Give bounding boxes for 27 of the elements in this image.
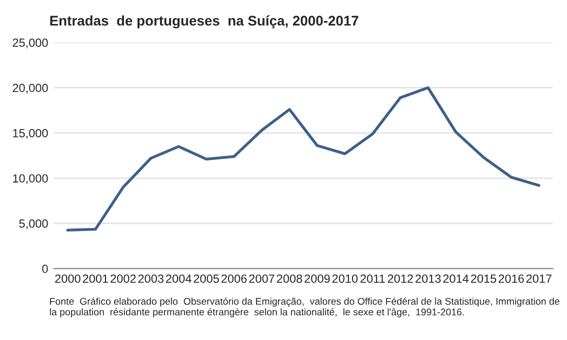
y-tick-label: 20,000 xyxy=(12,84,48,94)
x-tick-label: 2010 xyxy=(332,274,358,283)
x-tick-label: 2008 xyxy=(276,274,302,283)
y-tick-label: 15,000 xyxy=(13,128,48,139)
y-tick-label: 5,000 xyxy=(19,219,48,230)
x-tick-label: 2005 xyxy=(194,274,219,283)
x-tick-label: 2002 xyxy=(110,274,136,283)
x-tick-label: 2017 xyxy=(526,274,552,283)
x-tick-label: 2004 xyxy=(166,274,192,283)
x-tick-label: 2000 xyxy=(55,274,80,283)
x-tick-label: 2013 xyxy=(416,274,441,283)
x-tick-label: 2015 xyxy=(470,274,496,283)
y-tick-label: 10,000 xyxy=(13,174,48,184)
x-tick-label: 2001 xyxy=(82,274,108,283)
x-tick-label: 2003 xyxy=(138,274,164,283)
y-tick-label: 25,000 xyxy=(12,38,48,48)
x-tick-label: 2006 xyxy=(222,274,247,283)
x-tick-label: 2016 xyxy=(498,274,524,283)
x-tick-label: 2011 xyxy=(360,274,385,283)
line-series xyxy=(66,86,540,232)
y-tick-label: 0 xyxy=(42,264,48,273)
x-tick-label: 2014 xyxy=(443,274,469,283)
source-note: Fonte Gráfico elaborado pelo Observatório da Emigração, valores do Office Fédéral de la Statistique, Immigration de la population résidante permanente étrangère selon la nationalité, le sexe et l'âge, 1991-2016. xyxy=(50,298,560,318)
x-tick-label: 2009 xyxy=(304,274,330,283)
x-tick-label: 2007 xyxy=(249,274,274,283)
x-tick-label: 2012 xyxy=(388,274,413,283)
chart-title: Entradas de portugueses na Suíça, 2000-2017 xyxy=(50,15,358,28)
